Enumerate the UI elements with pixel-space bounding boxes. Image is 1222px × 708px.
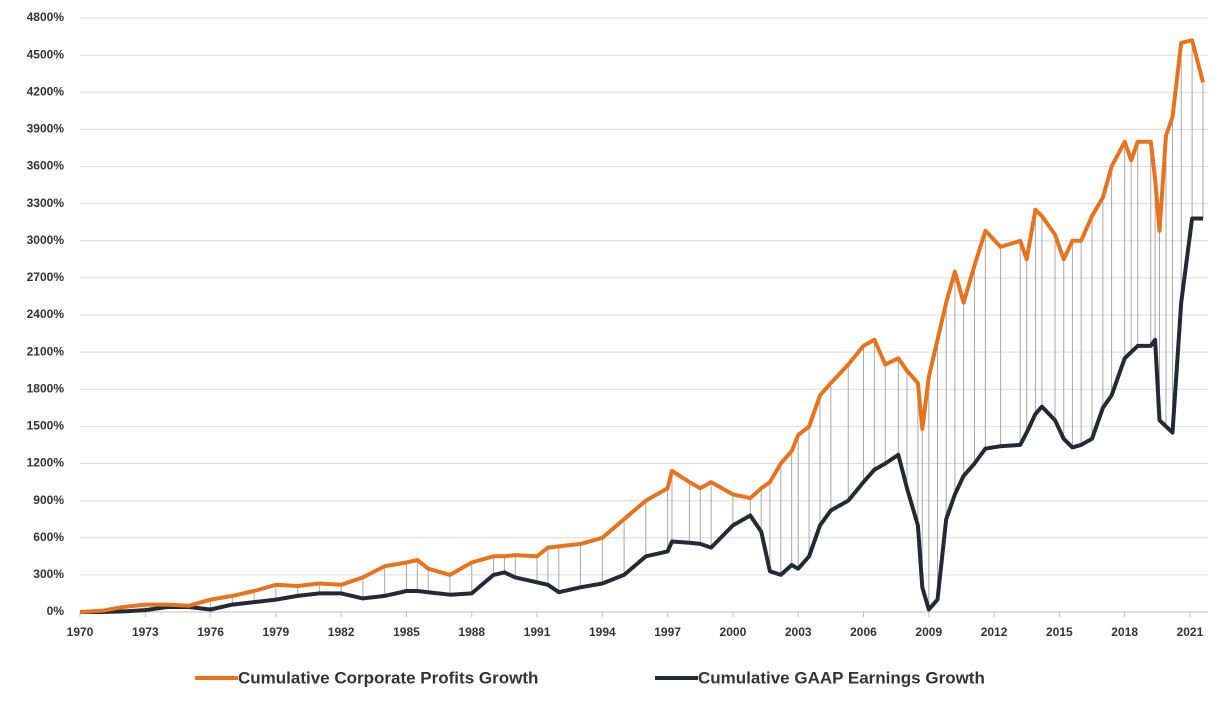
x-tick-label: 1991 — [524, 625, 551, 639]
y-tick-label: 3600% — [27, 159, 65, 173]
x-tick-label: 2003 — [785, 625, 812, 639]
x-tick-label: 1970 — [67, 625, 94, 639]
y-tick-label: 1500% — [27, 419, 65, 433]
series-line — [80, 216, 1203, 614]
x-tick-label: 1994 — [589, 625, 616, 639]
y-tick-label: 4500% — [27, 47, 65, 61]
y-tick-label: 4200% — [27, 84, 65, 98]
x-tick-label: 2015 — [1046, 625, 1073, 639]
y-tick-label: 1800% — [27, 381, 65, 395]
x-tick-label: 1988 — [458, 625, 485, 639]
legend-text: Cumulative Corporate Profits Growth — [238, 668, 538, 687]
y-tick-label: 600% — [33, 530, 64, 544]
x-tick-label: 1976 — [197, 625, 224, 639]
x-tick-label: 1979 — [263, 625, 290, 639]
x-tick-label: 1985 — [393, 625, 420, 639]
x-tick-label: 1997 — [654, 625, 681, 639]
y-tick-label: 1200% — [27, 456, 65, 470]
legend-text: Cumulative GAAP Earnings Growth — [698, 668, 985, 687]
y-tick-label: 3900% — [27, 122, 65, 136]
x-tick-label: 2018 — [1111, 625, 1138, 639]
x-tick-label: 1982 — [328, 625, 355, 639]
y-tick-label: 2100% — [27, 344, 65, 358]
series-line — [79, 38, 1205, 614]
y-tick-label: 4800% — [27, 10, 65, 24]
y-tick-label: 2400% — [27, 307, 65, 321]
y-tick-label: 3300% — [27, 196, 65, 210]
x-tick-label: 2021 — [1177, 625, 1204, 639]
y-tick-label: 2700% — [27, 270, 65, 284]
y-tick-label: 3000% — [27, 233, 65, 247]
y-tick-label: 900% — [33, 493, 64, 507]
y-tick-label: 300% — [33, 567, 64, 581]
x-tick-label: 2009 — [915, 625, 942, 639]
x-tick-label: 2006 — [850, 625, 877, 639]
x-tick-label: 2012 — [981, 625, 1008, 639]
x-tick-label: 2000 — [720, 625, 747, 639]
y-tick-label: 0% — [47, 604, 65, 618]
x-tick-label: 1973 — [132, 625, 159, 639]
